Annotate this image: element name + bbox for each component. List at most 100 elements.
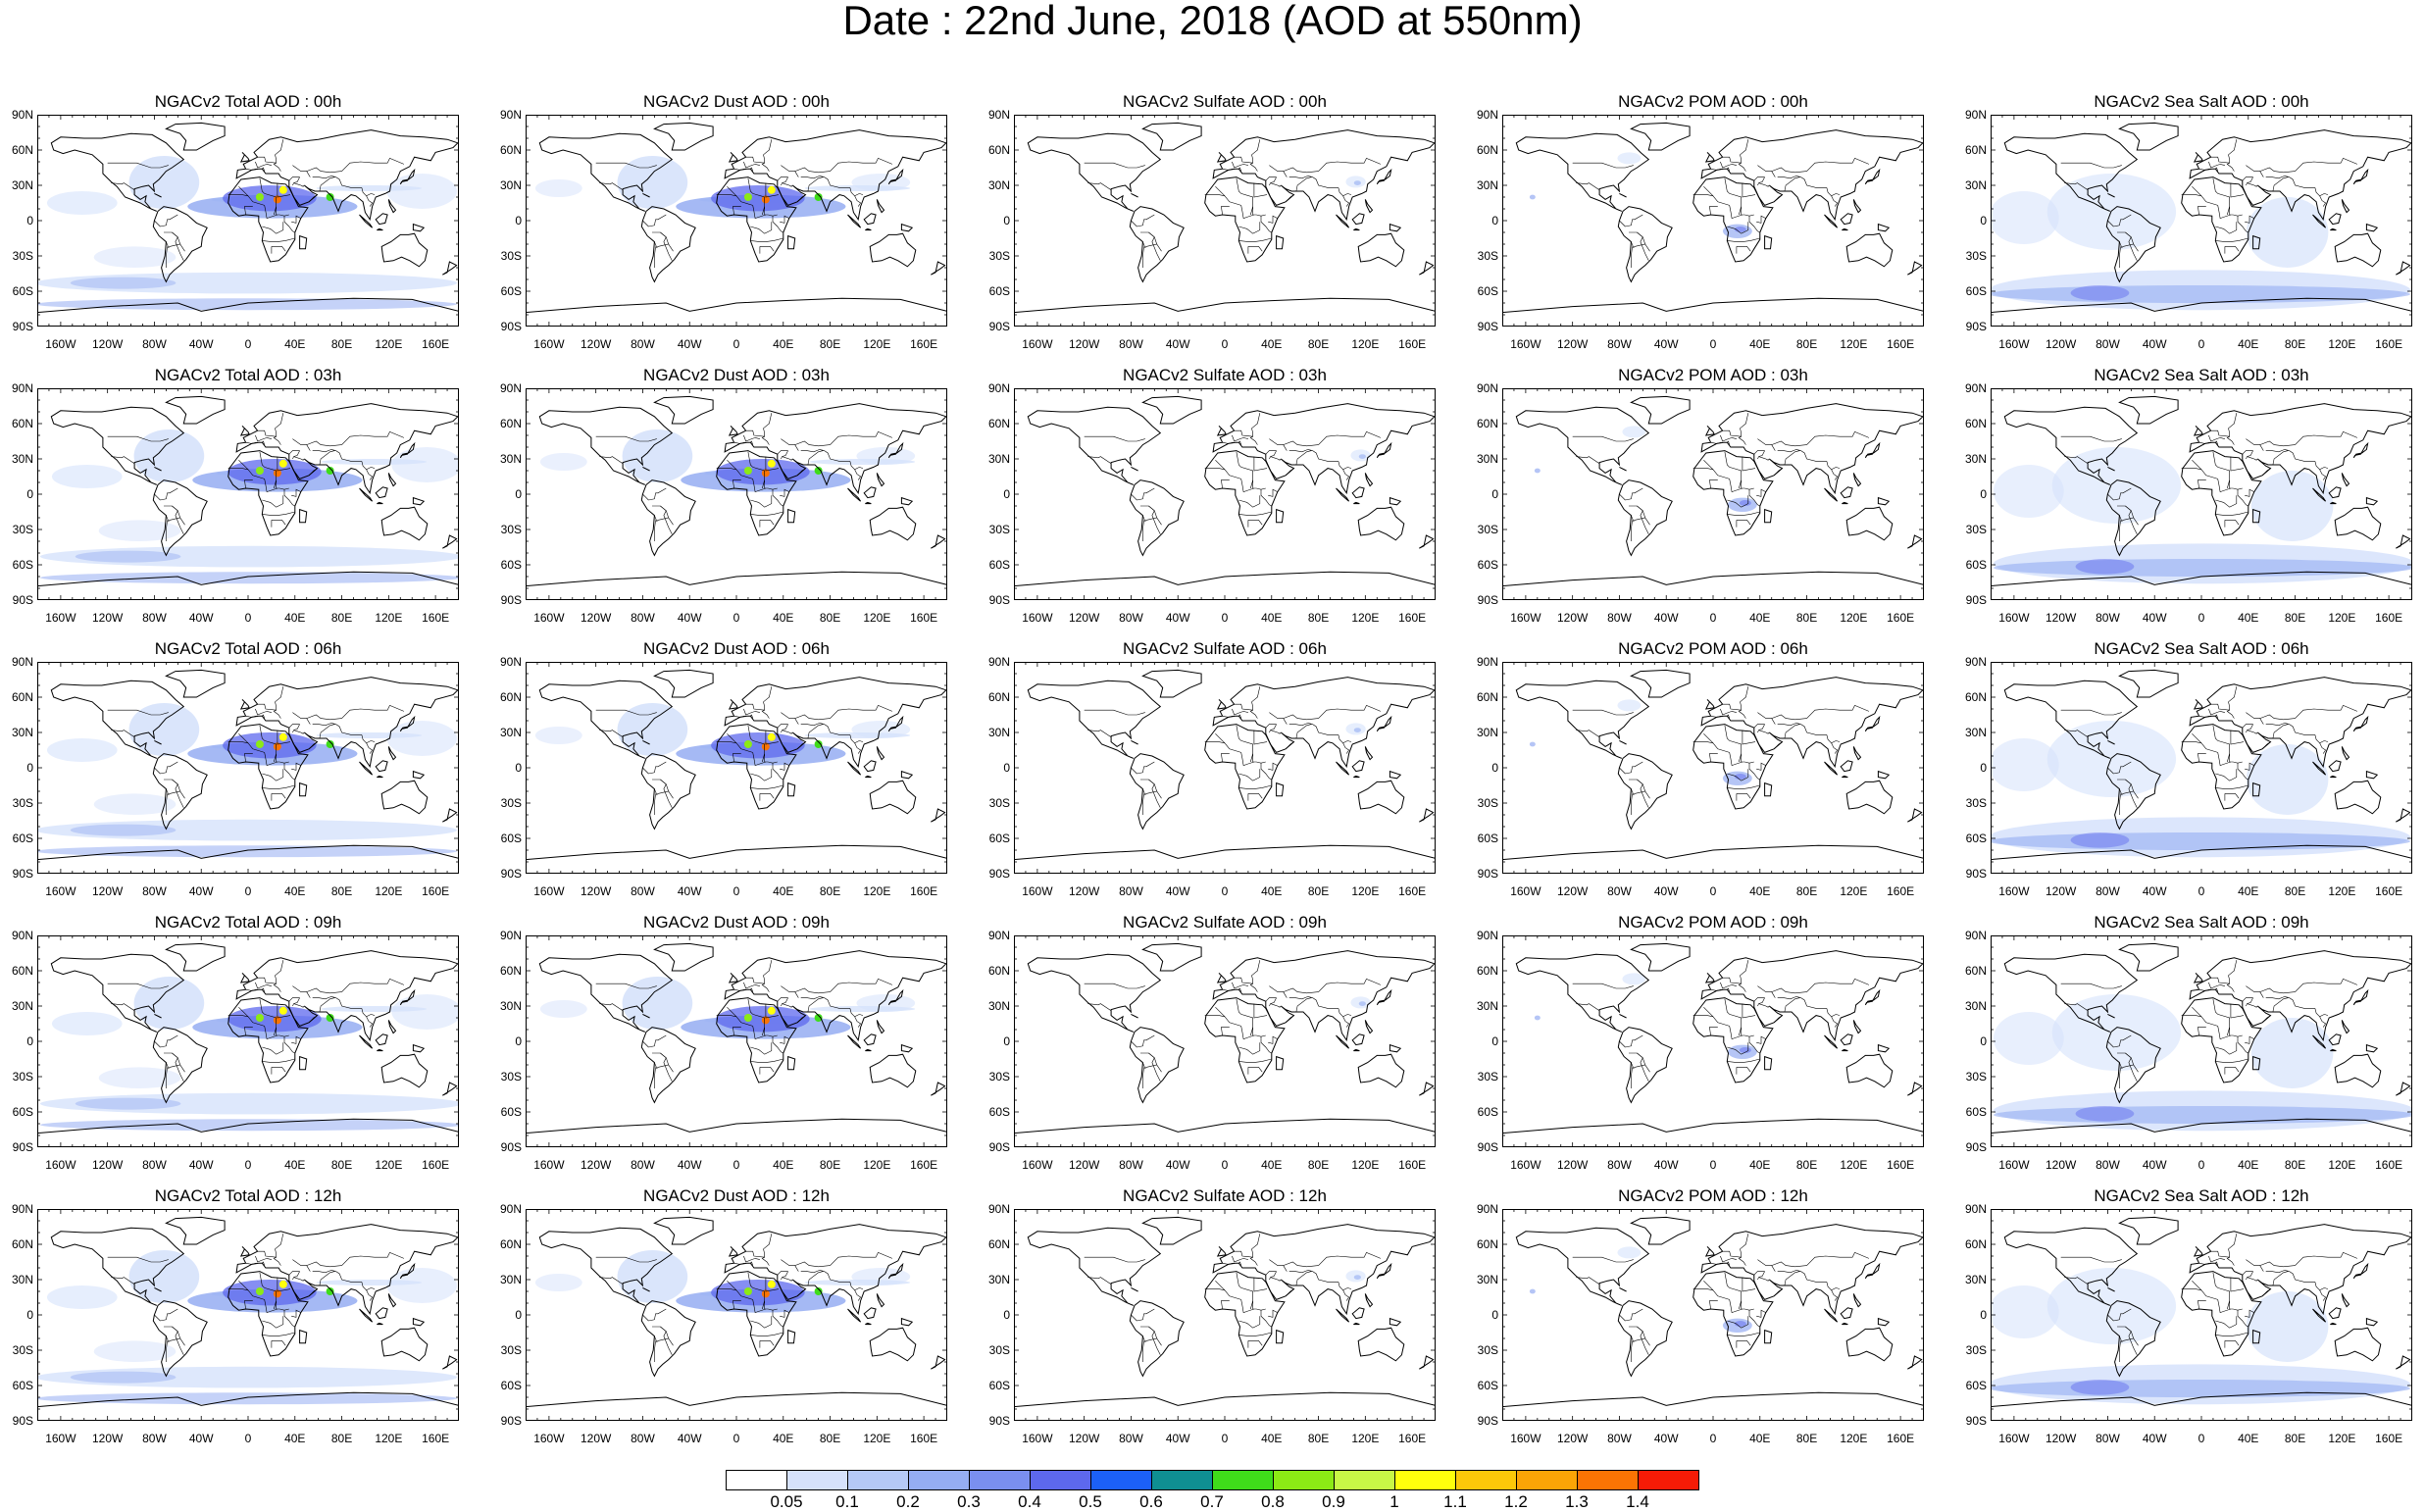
country-border <box>1142 515 1162 526</box>
lon-label: 40E <box>284 337 306 351</box>
lon-label: 120E <box>1840 337 1868 351</box>
aod-field-patch <box>51 465 123 488</box>
country-border <box>1312 450 1339 462</box>
coastline <box>728 152 738 163</box>
lon-label: 80W <box>1119 1432 1143 1445</box>
coastline <box>1842 1048 1848 1052</box>
country-border <box>660 231 673 261</box>
country-border <box>2289 176 2315 188</box>
colorbar-bin <box>1577 1470 1639 1490</box>
aod-field-patch <box>37 845 457 858</box>
lon-label: 80W <box>2096 337 2120 351</box>
lat-label: 60N <box>499 417 522 430</box>
country-border <box>292 450 300 460</box>
coastline <box>1376 1262 1392 1280</box>
aod-field-patch <box>1994 465 2064 518</box>
coastline <box>2396 261 2411 276</box>
country-border <box>2237 763 2248 781</box>
lon-label: 80W <box>1119 1158 1143 1172</box>
country-border <box>654 1062 674 1073</box>
panel-title: NGACv2 Total AOD : 09h <box>154 913 342 932</box>
map-canvas <box>1014 115 1436 327</box>
lon-label: 40E <box>2238 611 2259 625</box>
lat-label: 30S <box>12 249 33 263</box>
lat-label: 0 <box>515 487 522 501</box>
country-border <box>2207 708 2225 716</box>
country-border <box>1738 1234 1749 1266</box>
lon-label: 120W <box>1556 1432 1589 1445</box>
coastline <box>1764 508 1773 524</box>
lon-label: 40E <box>773 337 794 351</box>
country-border <box>1253 1277 1268 1292</box>
coastline <box>165 122 226 151</box>
country-border <box>1625 761 1643 775</box>
aod-hotspot <box>255 193 264 201</box>
coastline <box>869 1327 917 1362</box>
panel-title: NGACv2 Sea Salt AOD : 09h <box>2094 913 2309 932</box>
lat-label: 90S <box>1477 320 1498 333</box>
country-border <box>1748 216 1760 233</box>
coastline <box>887 441 904 459</box>
country-border <box>2247 1003 2258 1008</box>
aod-field-patch <box>1991 832 2410 850</box>
country-border <box>1738 139 1749 172</box>
lat-label: 30S <box>12 1070 33 1084</box>
country-border <box>733 441 745 444</box>
country-border <box>764 206 778 217</box>
country-border <box>1142 788 1162 799</box>
coastline <box>2312 1308 2327 1323</box>
aod-field-patch <box>1353 728 1361 732</box>
coastline <box>538 406 674 485</box>
country-border <box>747 725 765 763</box>
country-border <box>654 246 656 268</box>
coastline <box>847 487 862 502</box>
lon-label: 120W <box>1068 884 1100 898</box>
lat-label: 90S <box>1965 1140 1987 1154</box>
coastline <box>1502 571 1924 600</box>
coastline <box>724 129 947 222</box>
country-border <box>2113 214 2132 227</box>
country-border <box>1692 194 1714 197</box>
country-border <box>111 182 135 191</box>
country-border <box>1231 1255 1248 1263</box>
lon-label: 80E <box>1795 884 1818 898</box>
coastline <box>1204 1271 1286 1357</box>
country-border <box>742 708 760 716</box>
lon-label: 0 <box>2198 611 2205 625</box>
country-border <box>1222 168 1234 171</box>
country-border <box>1137 214 1155 227</box>
country-border <box>1268 1309 1278 1318</box>
country-border <box>772 1310 783 1328</box>
country-border <box>2237 216 2248 233</box>
country-border <box>2215 1042 2238 1055</box>
country-border <box>1318 705 1382 719</box>
map-canvas <box>1014 388 1436 600</box>
coastline <box>1515 132 1650 212</box>
aod-field-patch <box>133 977 205 1030</box>
country-border <box>1826 734 1841 744</box>
lat-label: 30N <box>11 726 33 739</box>
coastline <box>2193 152 2203 163</box>
aod-field-patch <box>386 174 457 209</box>
lat-label: 60N <box>499 690 522 704</box>
coastline <box>442 1082 458 1096</box>
coastline <box>2193 699 2203 710</box>
aod-field-patch <box>711 185 805 212</box>
country-border <box>2224 520 2240 526</box>
country-border <box>745 156 765 164</box>
lat-label: 30S <box>1965 523 1987 536</box>
aod-hotspot <box>814 1287 823 1295</box>
lat-label: 30N <box>11 1273 33 1286</box>
country-border <box>794 440 831 447</box>
aod-hotspot <box>743 467 752 475</box>
country-border <box>262 167 265 172</box>
lat-label: 60N <box>11 964 33 978</box>
country-border <box>2247 182 2258 187</box>
country-border <box>781 438 799 451</box>
aod-field-patch <box>37 272 457 294</box>
country-border <box>599 730 624 738</box>
country-border <box>264 205 278 219</box>
country-border <box>2207 161 2225 169</box>
country-border <box>2261 468 2271 477</box>
coastline <box>227 1271 309 1357</box>
